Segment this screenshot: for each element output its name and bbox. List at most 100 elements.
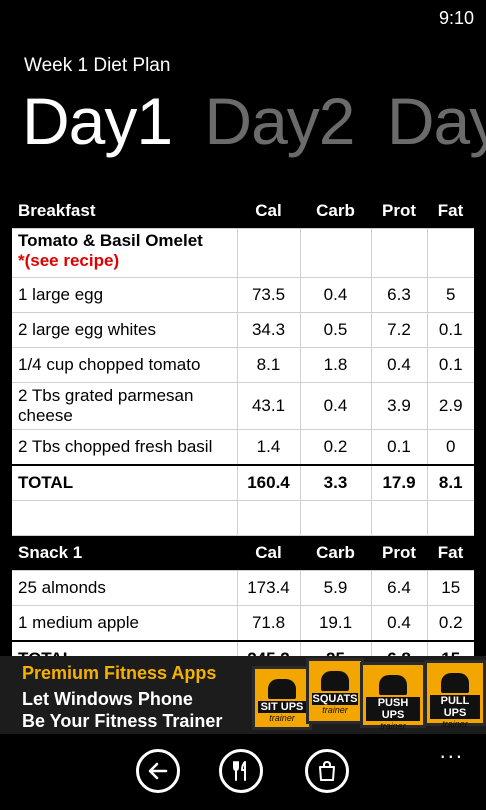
ad-title: Premium Fitness Apps xyxy=(22,663,217,683)
total-label: TOTAL xyxy=(12,464,238,501)
prot-value: 6.3 xyxy=(371,277,428,313)
fat-value: 0 xyxy=(427,429,474,466)
total-carb: 3.3 xyxy=(300,464,372,501)
carb-heading: Carb xyxy=(300,194,372,229)
cal-value: 8.1 xyxy=(237,347,301,383)
cal-value: 173.4 xyxy=(237,570,301,606)
recipe-row: Tomato & Basil Omelet *(see recipe) xyxy=(12,228,474,278)
prot-value: 0.1 xyxy=(371,429,428,466)
total-label: TOTAL xyxy=(12,640,238,656)
diet-sheet[interactable]: Breakfast Cal Carb Prot Fat Tomato & Bas… xyxy=(12,194,474,656)
prot-heading: Prot xyxy=(371,194,428,229)
cal-heading: Cal xyxy=(237,194,301,229)
pushups-tile: PUSH UPS trainer xyxy=(360,662,426,731)
food-name: 1 large egg xyxy=(12,277,238,313)
fat-value: 0.1 xyxy=(427,347,474,383)
food-name: 25 almonds xyxy=(12,570,238,606)
prot-value: 0.4 xyxy=(371,605,428,642)
fork-knife-icon xyxy=(233,761,246,781)
total-prot: 17.9 xyxy=(371,464,428,501)
recipe-cell: Tomato & Basil Omelet *(see recipe) xyxy=(12,228,238,278)
fat-value: 0.1 xyxy=(427,312,474,348)
total-cal: 160.4 xyxy=(237,464,301,501)
recipe-name: Tomato & Basil Omelet xyxy=(18,231,203,250)
squats-figure-icon xyxy=(321,671,349,691)
situps-tile: SIT UPS trainer xyxy=(252,666,312,730)
squats-tile: SQUATS trainer xyxy=(306,658,364,724)
table-row: 25 almonds 173.4 5.9 6.4 15 xyxy=(12,570,474,606)
cal-value: 1.4 xyxy=(237,429,301,466)
table-header-row: Breakfast Cal Carb Prot Fat xyxy=(12,194,474,229)
shopping-bag-icon xyxy=(319,760,335,781)
prot-value: 7.2 xyxy=(371,312,428,348)
prot-value: 3.9 xyxy=(371,382,428,430)
total-row: TOTAL 160.4 3.3 17.9 8.1 xyxy=(12,464,474,501)
fat-value: 5 xyxy=(427,277,474,313)
cal-value: 71.8 xyxy=(237,605,301,642)
fat-value: 2.9 xyxy=(427,382,474,430)
tile-sub: trainer xyxy=(442,719,468,729)
tile-label: PUSH UPS xyxy=(366,697,420,721)
prot-value: 6.4 xyxy=(371,570,428,606)
carb-value: 0.4 xyxy=(300,277,372,313)
cal-heading: Cal xyxy=(237,536,301,571)
pivot-tab-day3[interactable]: Day xyxy=(386,84,486,158)
pivot-header: Day1 Day2 Day xyxy=(22,83,486,159)
total-fat: 8.1 xyxy=(427,464,474,501)
ad-line2: Be Your Fitness Trainer xyxy=(22,711,223,731)
total-fat: 15 xyxy=(427,640,474,656)
fat-value: 15 xyxy=(427,570,474,606)
food-name: 1/4 cup chopped tomato xyxy=(12,347,238,383)
carb-value: 1.8 xyxy=(300,347,372,383)
table-row: 2 Tbs chopped fresh basil 1.4 0.2 0.1 0 xyxy=(12,429,474,466)
pivot-tab-day2[interactable]: Day2 xyxy=(204,84,355,158)
tile-label: PULL UPS xyxy=(430,695,480,719)
carb-value: 0.5 xyxy=(300,312,372,348)
cal-value: 34.3 xyxy=(237,312,301,348)
meals-button[interactable] xyxy=(219,749,263,793)
fat-heading: Fat xyxy=(427,194,474,229)
food-name: 1 medium apple xyxy=(12,605,238,642)
table-row: 2 Tbs grated parmesan cheese 43.1 0.4 3.… xyxy=(12,382,474,430)
see-recipe-link[interactable]: *(see recipe) xyxy=(18,251,120,270)
food-name: 2 Tbs chopped fresh basil xyxy=(12,429,238,466)
pushups-figure-icon xyxy=(379,675,407,695)
prot-value: 0.4 xyxy=(371,347,428,383)
tile-label: SIT UPS xyxy=(258,701,306,713)
fat-value: 0.2 xyxy=(427,605,474,642)
total-carb: 25 xyxy=(300,640,372,656)
cal-value: 43.1 xyxy=(237,382,301,430)
shopping-button[interactable] xyxy=(305,749,349,793)
carb-value: 0.2 xyxy=(300,429,372,466)
table-row: 1 medium apple 71.8 19.1 0.4 0.2 xyxy=(12,605,474,642)
carb-value: 5.9 xyxy=(300,570,372,606)
meal-heading: Snack 1 xyxy=(12,536,238,571)
table-row: 1 large egg 73.5 0.4 6.3 5 xyxy=(12,277,474,313)
app-title: Week 1 Diet Plan xyxy=(24,55,171,76)
situps-figure-icon xyxy=(268,679,296,699)
pullups-figure-icon xyxy=(441,673,469,693)
meal-heading: Breakfast xyxy=(12,194,238,229)
table-header-row: Snack 1 Cal Carb Prot Fat xyxy=(12,536,474,571)
carb-value: 0.4 xyxy=(300,382,372,430)
back-icon xyxy=(148,762,168,780)
more-button[interactable]: ... xyxy=(439,738,464,763)
tile-sub: trainer xyxy=(269,713,295,723)
ad-line1: Let Windows Phone xyxy=(22,689,193,709)
table-row: 1/4 cup chopped tomato 8.1 1.8 0.4 0.1 xyxy=(12,347,474,383)
fat-heading: Fat xyxy=(427,536,474,571)
pivot-tab-day1[interactable]: Day1 xyxy=(22,84,173,158)
food-name: 2 large egg whites xyxy=(12,312,238,348)
tile-label: SQUATS xyxy=(312,693,358,705)
app-bar: ... xyxy=(0,734,486,810)
total-cal: 245.2 xyxy=(237,640,301,656)
breakfast-table: Breakfast Cal Carb Prot Fat Tomato & Bas… xyxy=(12,194,474,536)
prot-heading: Prot xyxy=(371,536,428,571)
carb-value: 19.1 xyxy=(300,605,372,642)
back-button[interactable] xyxy=(136,749,180,793)
pullups-tile: PULL UPS trainer xyxy=(424,660,486,729)
total-row: TOTAL 245.2 25 6.8 15 xyxy=(12,640,474,656)
spacer-row xyxy=(12,500,474,536)
ad-banner[interactable]: Premium Fitness Apps Let Windows Phone B… xyxy=(0,656,486,734)
snack-table: Snack 1 Cal Carb Prot Fat 25 almonds 173… xyxy=(12,536,474,656)
